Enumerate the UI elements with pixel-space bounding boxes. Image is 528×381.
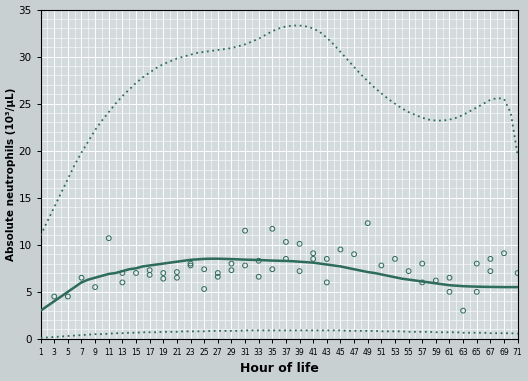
Point — [105, 235, 113, 241]
Point — [418, 279, 427, 285]
Point — [268, 226, 277, 232]
Point — [241, 227, 249, 234]
Point — [295, 241, 304, 247]
Point — [268, 266, 277, 272]
Point — [159, 270, 167, 276]
Point — [282, 256, 290, 262]
Point — [486, 268, 495, 274]
Point — [445, 289, 454, 295]
Point — [77, 275, 86, 281]
Point — [145, 267, 154, 273]
Point — [336, 247, 345, 253]
Point — [145, 272, 154, 278]
Point — [363, 220, 372, 226]
Point — [227, 261, 235, 267]
Point — [377, 263, 385, 269]
Point — [391, 256, 399, 262]
Point — [64, 293, 72, 299]
Point — [404, 268, 413, 274]
Point — [254, 258, 263, 264]
Point — [459, 307, 467, 314]
Point — [309, 256, 317, 262]
Point — [118, 279, 127, 285]
Point — [254, 274, 263, 280]
Point — [241, 263, 249, 269]
Point — [295, 268, 304, 274]
Point — [200, 286, 209, 292]
Point — [418, 261, 427, 267]
Point — [309, 250, 317, 256]
Point — [186, 263, 195, 269]
Point — [186, 261, 195, 267]
Point — [118, 270, 127, 276]
Y-axis label: Absolute neutrophils (10³/μL): Absolute neutrophils (10³/μL) — [6, 88, 15, 261]
Point — [350, 251, 359, 257]
Point — [500, 250, 508, 256]
Point — [227, 267, 235, 273]
Point — [173, 275, 181, 281]
Point — [282, 239, 290, 245]
Point — [473, 289, 481, 295]
Point — [323, 256, 331, 262]
Point — [173, 269, 181, 275]
Point — [132, 270, 140, 276]
Point — [213, 270, 222, 276]
Point — [200, 266, 209, 272]
Point — [50, 293, 59, 299]
Point — [159, 275, 167, 282]
Point — [323, 279, 331, 285]
Point — [213, 274, 222, 280]
Point — [513, 270, 522, 276]
Point — [445, 275, 454, 281]
Point — [486, 256, 495, 262]
Point — [473, 261, 481, 267]
Point — [431, 277, 440, 283]
Point — [91, 284, 99, 290]
X-axis label: Hour of life: Hour of life — [240, 362, 318, 375]
